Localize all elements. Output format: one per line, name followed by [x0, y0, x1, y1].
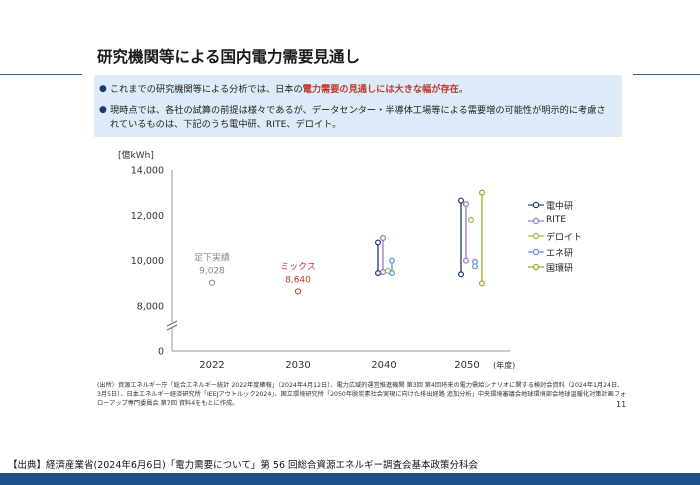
x-tick-label: 2040	[371, 360, 396, 371]
legend-item: 電中研	[528, 198, 608, 214]
y-tick-label: 12,000	[131, 211, 164, 222]
series-high-point	[458, 197, 465, 204]
header-rule-left	[0, 74, 82, 75]
series-low-point	[463, 257, 470, 264]
bullet-1: ● これまでの研究機関等による分析では、日本の電力需要の見通しには大きな幅が存在…	[99, 83, 610, 97]
legend-marker-icon	[528, 201, 544, 209]
slide-title: 研究機関等による国内電力需要見通し	[97, 48, 361, 66]
legend-item: デロイト	[528, 229, 608, 245]
series-low-point	[479, 280, 486, 287]
y-axis-unit: [億kWh]	[118, 151, 154, 161]
bullet-2: ● 現時点では、各社の試算の前提は様々であるが、データセンター・半導体工場等によ…	[99, 104, 610, 131]
bullet-1-post: 。	[458, 84, 469, 95]
annotation-value: 8,640	[285, 275, 311, 285]
annotation-label: ミックス	[280, 261, 316, 272]
axis-break-mark	[166, 320, 178, 327]
annotation-value: 9,028	[199, 267, 225, 277]
axis-break-mark	[166, 324, 178, 331]
x-axis-unit: (年度)	[493, 360, 515, 370]
legend-marker-icon	[528, 248, 544, 255]
bullet-dot: ●	[99, 105, 107, 115]
bullet-2-text: 現時点では、各社の試算の前提は様々であるが、データセンター・半導体工場等による需…	[110, 105, 606, 130]
series-low-point	[375, 270, 382, 277]
y-tick-label: 0	[158, 347, 164, 358]
series-low-point	[389, 270, 396, 277]
series-high-point	[479, 189, 486, 196]
legend-label: 電中研	[546, 202, 574, 212]
legend-marker-icon	[528, 217, 544, 224]
source-note: (出所）資源エネルギー庁「総合エネルギー統計 2022年度確報」（2024年4月…	[97, 382, 627, 407]
x-tick-label: 2022	[199, 360, 224, 371]
footer-citation: 【出典】経済産業省(2024年6月6日)「電力需要について」第 56 回総合資源…	[8, 460, 479, 471]
y-tick-label: 10,000	[131, 256, 164, 267]
series-high-point	[375, 239, 382, 246]
legend-item: エネ研	[528, 245, 608, 261]
axis-break-gap	[166, 322, 178, 328]
bullet-1-pre: これまでの研究機関等による分析では、日本の	[110, 84, 303, 95]
y-tick-label: 14,000	[131, 166, 164, 177]
bottom-bar	[0, 473, 700, 485]
legend-label: 国環研	[546, 264, 574, 275]
series-high-point	[380, 235, 387, 242]
bullet-1-emphasis: 電力需要の見通しには大きな幅が存在	[302, 84, 459, 95]
bullet-dot: ●	[99, 84, 107, 94]
series-high-point	[463, 201, 470, 208]
series-high-point	[389, 257, 396, 264]
annotation-point	[208, 279, 216, 286]
x-tick-label: 2030	[285, 360, 310, 371]
y-tick-label: 8,000	[137, 302, 164, 313]
legend-marker-icon	[528, 264, 544, 271]
legend-label: RITE	[546, 214, 567, 225]
legend-item: RITE	[528, 214, 608, 230]
page-number: 11	[616, 400, 627, 409]
legend-item: 国環研	[528, 260, 608, 276]
chart-legend: 電中研 RITE デロイトエネ研国環研	[528, 198, 608, 276]
header-rule-right	[633, 74, 700, 75]
x-tick-label: 2050	[454, 360, 479, 371]
summary-box: ● これまでの研究機関等による分析では、日本の電力需要の見通しには大きな幅が存在…	[94, 75, 622, 137]
legend-label: デロイト	[546, 233, 583, 244]
legend-marker-icon	[528, 232, 544, 240]
annotation-point	[294, 288, 302, 295]
legend-label: エネ研	[546, 248, 574, 259]
series-low-point	[458, 271, 465, 278]
series-point	[468, 216, 475, 223]
series-low-point	[472, 263, 479, 270]
annotation-label: 足下実績	[194, 252, 230, 264]
series-low-point	[380, 269, 387, 276]
